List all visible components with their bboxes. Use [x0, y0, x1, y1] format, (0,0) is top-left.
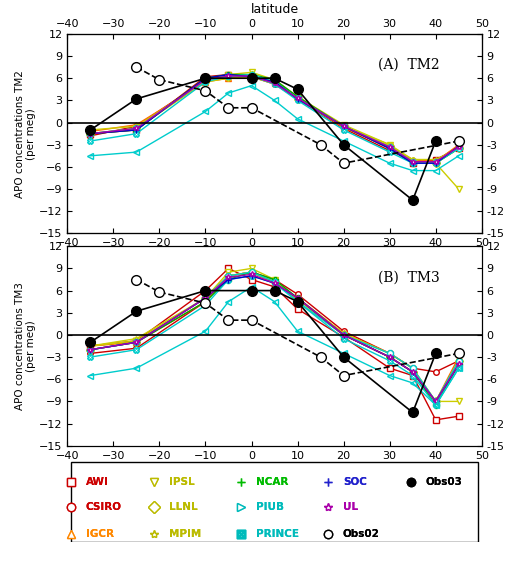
- Text: PRINCE: PRINCE: [256, 529, 299, 539]
- Text: UL: UL: [343, 502, 358, 512]
- Text: MPIM: MPIM: [169, 529, 201, 539]
- Text: PIUB: PIUB: [256, 502, 284, 512]
- Text: PIUB: PIUB: [256, 502, 284, 512]
- Text: Obs02: Obs02: [343, 529, 380, 539]
- Text: NCAR: NCAR: [256, 477, 288, 487]
- FancyBboxPatch shape: [71, 462, 478, 542]
- X-axis label: latitude: latitude: [251, 466, 298, 479]
- Text: AWI: AWI: [86, 477, 109, 487]
- Text: LLNL: LLNL: [169, 502, 197, 512]
- Text: NCAR: NCAR: [256, 477, 288, 487]
- Text: Obs03: Obs03: [426, 477, 463, 487]
- Text: Obs02: Obs02: [343, 529, 380, 539]
- Text: IGCR: IGCR: [86, 529, 114, 539]
- Text: SOC: SOC: [343, 477, 367, 487]
- Y-axis label: APO concentrations TM3
(per meg): APO concentrations TM3 (per meg): [15, 282, 36, 410]
- Text: CSIRO: CSIRO: [86, 502, 122, 512]
- Text: PRINCE: PRINCE: [256, 529, 299, 539]
- Text: UL: UL: [343, 502, 358, 512]
- Text: CSIRO: CSIRO: [86, 502, 122, 512]
- Text: MPIM: MPIM: [169, 529, 201, 539]
- X-axis label: latitude: latitude: [251, 3, 298, 16]
- Text: (A)  TM2: (A) TM2: [378, 58, 440, 72]
- Text: AWI: AWI: [86, 477, 109, 487]
- X-axis label: latitude: latitude: [251, 251, 298, 264]
- Text: SOC: SOC: [343, 477, 367, 487]
- Text: Obs03: Obs03: [426, 477, 463, 487]
- Text: IPSL: IPSL: [169, 477, 194, 487]
- Text: (B)  TM3: (B) TM3: [378, 270, 440, 284]
- Text: LLNL: LLNL: [169, 502, 197, 512]
- Y-axis label: APO concentrations TM2
(per meg): APO concentrations TM2 (per meg): [15, 69, 36, 198]
- Text: IGCR: IGCR: [86, 529, 114, 539]
- Text: IPSL: IPSL: [169, 477, 194, 487]
